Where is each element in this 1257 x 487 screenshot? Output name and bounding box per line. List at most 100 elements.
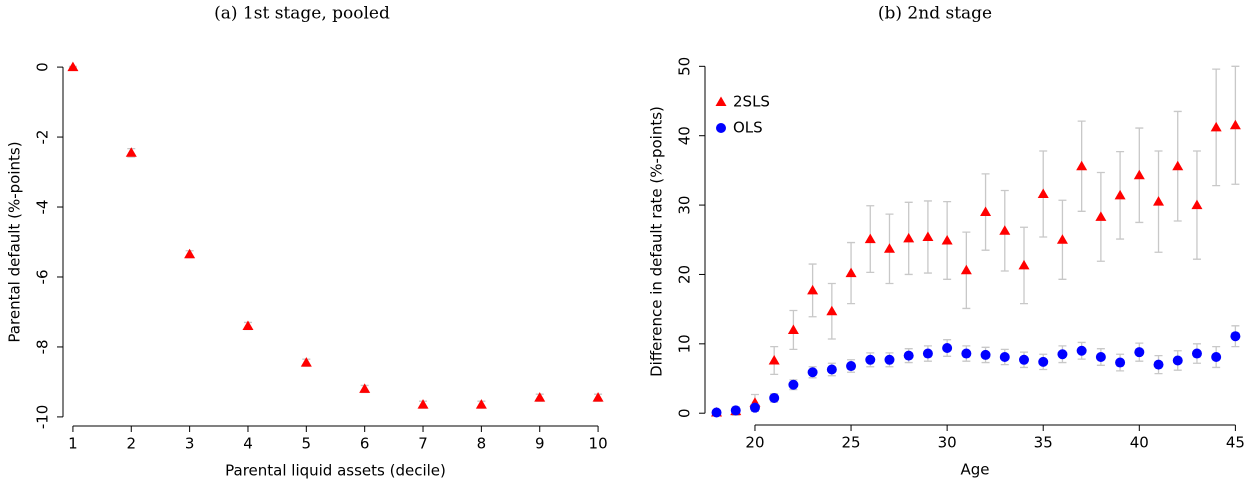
- data-point: [1153, 359, 1164, 370]
- x-tick-label: 5: [302, 435, 312, 453]
- x-tick-label: 3: [185, 435, 195, 453]
- data-point: [359, 383, 371, 393]
- legend-label: OLS: [733, 119, 763, 137]
- x-tick-label: 20: [745, 434, 764, 452]
- data-point: [1115, 357, 1126, 368]
- data-point: [768, 354, 780, 365]
- data-point: [749, 402, 760, 413]
- data-point: [1056, 234, 1068, 244]
- data-point: [125, 147, 137, 157]
- data-point: [1134, 347, 1145, 358]
- data-point: [864, 233, 876, 244]
- chart-title: (a) 1st stage, pooled: [214, 4, 390, 24]
- x-tick-label: 30: [938, 434, 957, 452]
- data-point: [184, 248, 196, 259]
- y-tick-label: -8: [34, 339, 52, 354]
- data-point: [1210, 121, 1222, 132]
- legend-marker: [715, 96, 727, 106]
- data-point: [1018, 259, 1030, 270]
- data-point: [1037, 188, 1049, 198]
- y-tick-label: 10: [676, 334, 694, 353]
- y-tick-label: -4: [34, 200, 52, 215]
- data-point: [922, 348, 933, 359]
- data-point: [903, 232, 915, 243]
- data-point: [1038, 356, 1049, 367]
- data-point: [769, 392, 780, 403]
- x-tick-label: 10: [589, 435, 608, 453]
- x-axis-label: Parental liquid assets (decile): [225, 462, 446, 480]
- data-point: [1229, 119, 1241, 130]
- data-point: [826, 364, 837, 375]
- data-point: [300, 357, 312, 367]
- data-point: [884, 354, 895, 365]
- y-tick-label: 40: [676, 126, 694, 145]
- data-point: [1057, 349, 1068, 360]
- data-point: [980, 349, 991, 360]
- data-point: [999, 225, 1011, 235]
- x-tick-label: 35: [1034, 434, 1053, 452]
- x-axis-label: Age: [960, 461, 989, 479]
- data-point: [242, 320, 254, 330]
- y-axis-label: Parental default (%-points): [6, 141, 24, 342]
- x-tick-label: 1: [68, 435, 78, 453]
- data-point: [1211, 352, 1222, 363]
- y-tick-label: 50: [676, 57, 694, 76]
- data-point: [475, 399, 487, 409]
- x-tick-label: 7: [418, 435, 428, 453]
- data-point: [1133, 169, 1145, 180]
- data-point: [1153, 196, 1165, 206]
- data-point: [922, 231, 934, 241]
- x-tick-label: 6: [360, 435, 370, 453]
- data-point: [1191, 199, 1203, 210]
- x-tick-label: 45: [1226, 434, 1245, 452]
- x-tick-label: 2: [126, 435, 136, 453]
- x-tick-label: 9: [535, 435, 545, 453]
- data-point: [67, 61, 79, 72]
- legend-label: 2SLS: [733, 93, 770, 111]
- y-tick-label: 20: [676, 265, 694, 284]
- data-point: [903, 350, 914, 361]
- x-tick-label: 25: [842, 434, 861, 452]
- y-tick-label: -10: [34, 405, 52, 430]
- y-tick-label: -2: [34, 130, 52, 145]
- data-point: [960, 264, 972, 275]
- data-point: [865, 354, 876, 365]
- data-point: [1172, 355, 1183, 366]
- data-point: [1114, 189, 1126, 200]
- legend-marker: [716, 123, 726, 133]
- x-tick-label: 40: [1130, 434, 1149, 452]
- data-point: [417, 399, 429, 409]
- data-point: [1230, 331, 1241, 342]
- data-point: [807, 284, 819, 295]
- data-point: [1191, 348, 1202, 359]
- data-point: [883, 243, 895, 253]
- data-point: [980, 206, 992, 217]
- data-point: [730, 405, 741, 416]
- data-point: [961, 348, 972, 359]
- data-point: [1172, 160, 1184, 171]
- data-point: [711, 407, 722, 418]
- y-tick-label: 0: [34, 62, 52, 72]
- data-point: [1095, 211, 1107, 221]
- y-tick-label: -6: [34, 269, 52, 284]
- data-point: [999, 352, 1010, 363]
- data-point: [592, 392, 604, 402]
- data-point: [845, 267, 857, 278]
- data-point: [807, 367, 818, 378]
- y-tick-label: 30: [676, 196, 694, 215]
- data-point: [534, 392, 546, 402]
- x-tick-label: 8: [477, 435, 487, 453]
- data-point: [788, 379, 799, 390]
- data-point: [942, 342, 953, 353]
- data-point: [787, 324, 799, 334]
- data-point: [1019, 354, 1030, 365]
- data-point: [1095, 352, 1106, 363]
- data-point: [846, 361, 857, 372]
- data-point: [826, 305, 838, 316]
- data-point: [941, 234, 953, 245]
- y-tick-label: 0: [676, 408, 694, 418]
- x-tick-label: 4: [243, 435, 253, 453]
- data-point: [1076, 345, 1087, 356]
- chart-title: (b) 2nd stage: [878, 4, 992, 24]
